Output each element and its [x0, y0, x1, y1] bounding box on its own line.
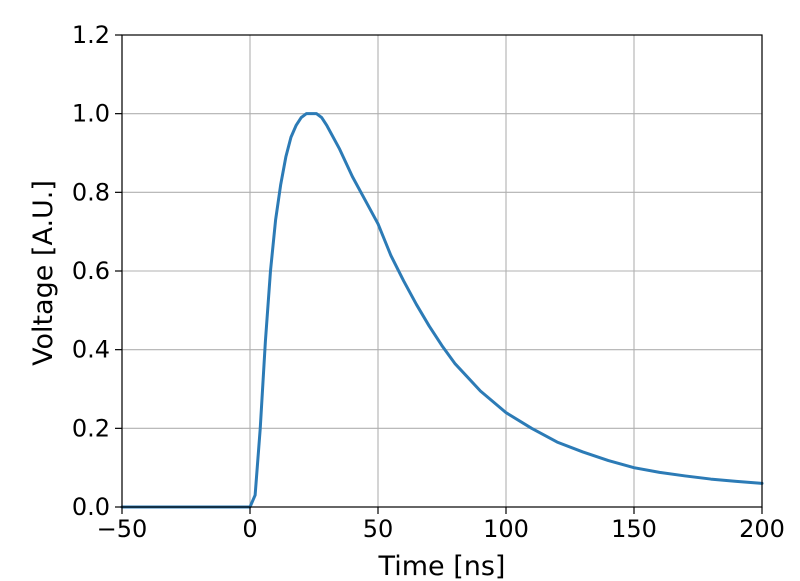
y-tick-label: 0.8	[72, 178, 110, 206]
y-tick-label: 0.0	[72, 493, 110, 521]
y-axis-title: Voltage [A.U.]	[28, 180, 59, 366]
y-tick-labels: 0.0 0.2 0.4 0.6 0.8 1.0 1.2	[72, 21, 110, 521]
x-tick-label: 150	[611, 515, 657, 543]
y-tick-label: 1.0	[72, 100, 110, 128]
x-axis-title: Time [ns]	[378, 551, 506, 581]
x-tick-label: −50	[97, 515, 148, 543]
grid-lines	[121, 34, 763, 508]
x-tick-label: 50	[363, 515, 394, 543]
y-tick-label: 0.2	[72, 414, 110, 442]
y-tick-label: 0.6	[72, 257, 110, 285]
x-tick-label: 0	[242, 515, 257, 543]
y-tick-label: 0.4	[72, 336, 110, 364]
y-tick-label: 1.2	[72, 21, 110, 49]
series-layer	[120, 112, 764, 509]
series-line	[120, 112, 764, 509]
tick-marks	[115, 34, 763, 514]
x-tick-labels: −50 0 50 100 150 200	[97, 515, 785, 543]
x-tick-label: 200	[739, 515, 785, 543]
x-tick-label: 100	[483, 515, 529, 543]
